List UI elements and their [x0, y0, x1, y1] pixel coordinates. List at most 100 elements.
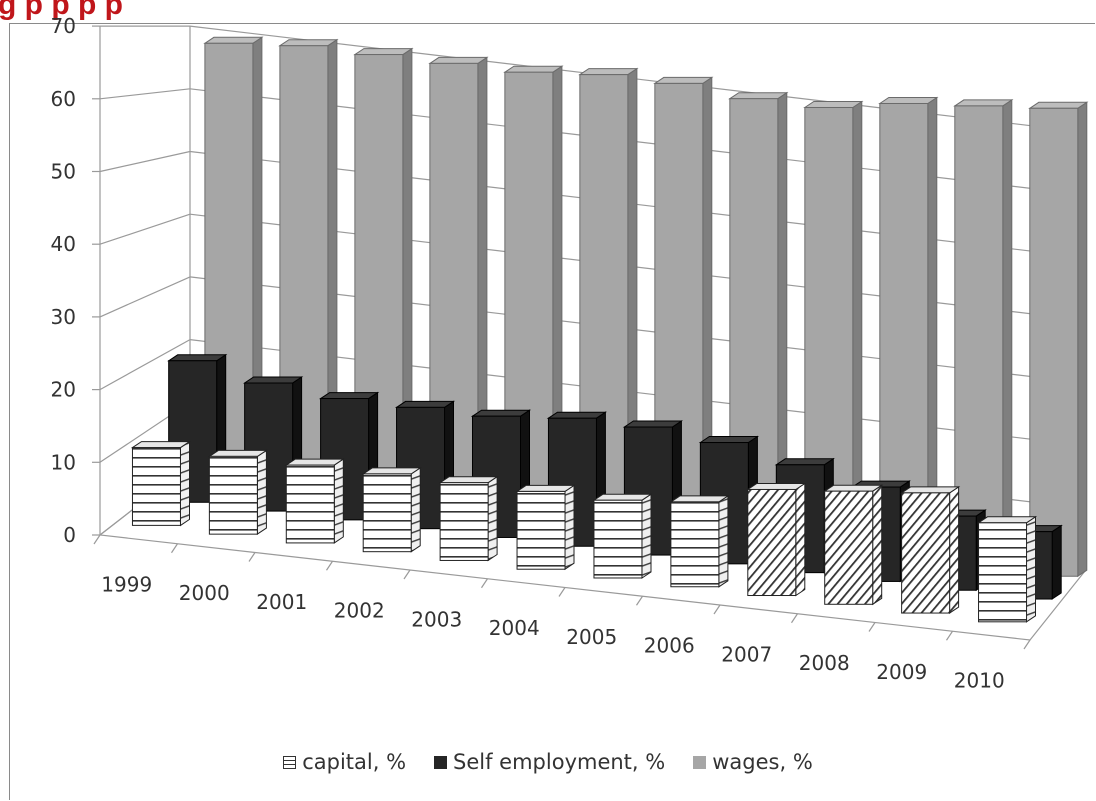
bar-capital-2007 — [746, 482, 807, 597]
bar-side — [1002, 98, 1013, 569]
x-tick-label-2008: 2008 — [799, 651, 850, 675]
legend-label-capital: capital, % — [302, 750, 407, 774]
gridline-side-40 — [99, 213, 191, 245]
legend-swatch-self-employment — [434, 755, 448, 769]
bar-side — [795, 482, 806, 597]
x-tick-0 — [93, 534, 101, 545]
legend-item-capital: capital, % — [283, 750, 406, 774]
bar-capital-2005 — [592, 493, 653, 579]
bar-front — [954, 105, 1004, 568]
bar-capital-2006 — [669, 494, 730, 588]
bars — [130, 36, 1089, 623]
bar-front — [439, 482, 489, 561]
x-tick-12 — [1023, 639, 1031, 650]
bar-side — [1051, 524, 1062, 600]
bar-side — [1026, 515, 1036, 623]
bar-top — [438, 476, 499, 484]
x-tick-label-2005: 2005 — [566, 625, 617, 649]
x-tick-1 — [171, 543, 178, 554]
x-axis: 1999 2000 2001 2002 2003 2004 2005 2006 2007 2008… — [101, 572, 1004, 692]
x-tick-7 — [636, 595, 643, 606]
bar-top — [515, 484, 576, 492]
bar-top — [878, 97, 939, 104]
bar-side — [641, 493, 652, 579]
bar-side — [1077, 101, 1088, 578]
bar-top — [318, 392, 380, 400]
bar-top — [953, 99, 1014, 107]
x-tick-label-2004: 2004 — [489, 616, 540, 640]
legend-swatch-capital — [283, 755, 297, 769]
bar-capital-1999 — [130, 440, 192, 527]
bar-front — [208, 455, 258, 535]
x-tick-label-2006: 2006 — [644, 634, 695, 658]
bar-wages-2009 — [953, 98, 1014, 569]
bar-side — [333, 458, 344, 544]
x-tick-label-2010: 2010 — [954, 669, 1005, 693]
bar-top — [803, 101, 864, 108]
y-tick-label-20: 20 — [51, 378, 76, 402]
x-tick-label-2000: 2000 — [179, 581, 230, 605]
x-tick-label-2007: 2007 — [721, 642, 772, 666]
x-tick-5 — [481, 578, 488, 589]
bar-top — [130, 441, 192, 449]
bar-side — [410, 466, 421, 553]
bar-top — [899, 486, 961, 494]
bar-capital-2010 — [976, 515, 1038, 623]
bar-front — [285, 464, 335, 544]
bar-top — [976, 516, 1038, 524]
gridline-side-60 — [99, 88, 191, 100]
legend: capital, % Self employment, % wages, % — [0, 748, 1096, 776]
gridline-side-30 — [99, 276, 191, 318]
bar-front — [131, 447, 181, 526]
y-tick-label-40: 40 — [51, 232, 76, 256]
y-tick-label-60: 60 — [51, 87, 76, 111]
bar-capital-2008 — [823, 484, 884, 606]
bar-top — [278, 39, 339, 47]
y-tick-label-10: 10 — [51, 450, 76, 474]
bar-side — [564, 484, 575, 571]
bar-top — [746, 483, 807, 490]
x-tick-10 — [868, 622, 876, 632]
bar-capital-2003 — [438, 475, 499, 562]
legend-label-wages: wages, % — [712, 750, 813, 774]
y-tick-label-70: 70 — [51, 14, 76, 38]
bar-front — [516, 490, 566, 570]
bar-top — [578, 68, 639, 76]
bar-top — [653, 76, 714, 84]
bar-top — [167, 354, 228, 362]
bar-side — [718, 494, 729, 588]
x-tick-9 — [791, 613, 798, 624]
bar-front — [978, 522, 1028, 623]
bar-side — [256, 449, 267, 536]
bar-top — [361, 467, 422, 475]
bar-top — [207, 449, 269, 457]
x-tick-label-2009: 2009 — [876, 660, 927, 684]
gridline-side-50 — [99, 150, 191, 173]
bar-side — [487, 475, 498, 562]
bar-top — [622, 420, 684, 428]
bar-top — [503, 65, 564, 73]
bar-top — [698, 436, 760, 443]
bar-capital-2001 — [284, 458, 345, 544]
bar-side — [180, 440, 190, 527]
bar-top — [546, 411, 608, 419]
bar-side — [872, 484, 883, 606]
bar-capital-2002 — [361, 466, 422, 553]
bar-front — [362, 473, 412, 553]
bar-top — [774, 458, 835, 466]
y-tick-label-50: 50 — [51, 160, 76, 184]
x-tick-label-1999: 1999 — [101, 572, 152, 596]
legend-item-self-employment: Self employment, % — [434, 750, 665, 774]
bar-capital-2004 — [515, 484, 576, 571]
legend-label-self-employment: Self employment, % — [453, 750, 666, 774]
bar-top — [353, 48, 414, 56]
bar-top — [669, 495, 730, 503]
x-tick-label-2001: 2001 — [256, 590, 307, 614]
bar-top — [394, 400, 456, 408]
bar-front — [1029, 107, 1079, 577]
x-tick-8 — [713, 604, 721, 615]
bar-top — [592, 493, 653, 501]
bar-side — [949, 485, 960, 615]
bar-top — [823, 484, 884, 492]
x-tick-label-2002: 2002 — [334, 599, 385, 623]
